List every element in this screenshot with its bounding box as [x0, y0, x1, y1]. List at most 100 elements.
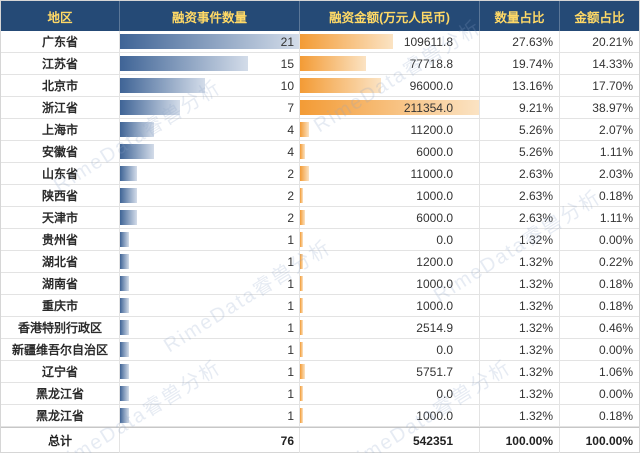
- table-row: 浙江省 7 211354.0 9.21% 38.97%: [1, 97, 639, 119]
- count-bar: [120, 100, 180, 115]
- count-value: 15: [280, 56, 294, 71]
- amount-bar: [300, 34, 393, 49]
- amount-pct-cell: 1.06%: [560, 361, 639, 382]
- count-cell: 1: [120, 339, 300, 360]
- region-cell: 重庆市: [1, 295, 120, 316]
- count-value: 4: [287, 144, 294, 159]
- amount-pct-value: 20.21%: [592, 34, 633, 49]
- count-pct-cell: 1.32%: [480, 295, 560, 316]
- count-pct-cell: 1.32%: [480, 361, 560, 382]
- region-cell: 香港特别行政区: [1, 317, 120, 338]
- amount-value: 211354.0: [403, 100, 453, 115]
- count-bar: [120, 408, 129, 423]
- count-pct-cell: 19.74%: [480, 53, 560, 74]
- amount-cell: 96000.0: [300, 75, 480, 96]
- amount-bar: [300, 56, 366, 71]
- count-bar: [120, 364, 129, 379]
- count-bar: [120, 78, 206, 93]
- count-pct-value: 1.32%: [518, 276, 553, 291]
- count-value: 2: [287, 166, 294, 181]
- count-cell: 1: [120, 229, 300, 250]
- amount-value: 1000.0: [416, 408, 453, 423]
- amount-value: 77718.8: [409, 56, 453, 71]
- count-cell: 1: [120, 405, 300, 426]
- amount-pct-value: 0.22%: [598, 254, 633, 269]
- amount-bar: [300, 232, 303, 247]
- amount-pct-cell: 0.22%: [560, 251, 639, 272]
- table-row: 湖南省 1 1000.0 1.32% 0.18%: [1, 273, 639, 295]
- amount-pct-cell: 0.00%: [560, 229, 639, 250]
- count-bar: [120, 320, 129, 335]
- amount-value: 1000.0: [416, 276, 453, 291]
- region-label: 安徽省: [41, 145, 78, 159]
- amount-cell: 1000.0: [300, 295, 480, 316]
- table-row: 香港特别行政区 1 2514.9 1.32% 0.46%: [1, 317, 639, 339]
- header-count-pct: 数量占比: [480, 1, 560, 31]
- count-pct-cell: 5.26%: [480, 141, 560, 162]
- table-row: 贵州省 1 0.0 1.32% 0.00%: [1, 229, 639, 251]
- amount-value: 6000.0: [416, 144, 453, 159]
- region-label: 北京市: [41, 79, 78, 93]
- amount-pct-cell: 1.11%: [560, 207, 639, 228]
- region-cell: 黑龙江省: [1, 383, 120, 404]
- count-bar: [120, 276, 129, 291]
- count-pct-value: 9.21%: [518, 100, 553, 115]
- amount-cell: 0.0: [300, 229, 480, 250]
- count-value: 1: [287, 254, 294, 269]
- table-row: 上海市 4 11200.0 5.26% 2.07%: [1, 119, 639, 141]
- table-row: 广东省 21 109611.8 27.63% 20.21%: [1, 31, 639, 53]
- amount-cell: 11200.0: [300, 119, 480, 140]
- amount-pct-value: 2.03%: [598, 166, 633, 181]
- amount-pct-cell: 17.70%: [560, 75, 639, 96]
- count-pct-cell: 2.63%: [480, 163, 560, 184]
- amount-value: 5751.7: [416, 364, 453, 379]
- amount-pct-cell: 20.21%: [560, 31, 639, 52]
- table-row: 重庆市 1 1000.0 1.32% 0.18%: [1, 295, 639, 317]
- count-value: 7: [287, 100, 294, 115]
- total-amount: 542351: [412, 433, 453, 448]
- region-label: 江苏省: [41, 57, 78, 71]
- table-row: 安徽省 4 6000.0 5.26% 1.11%: [1, 141, 639, 163]
- amount-pct-value: 1.11%: [599, 144, 633, 159]
- amount-value: 109611.8: [403, 34, 453, 49]
- count-bar: [120, 342, 129, 357]
- amount-pct-cell: 0.18%: [560, 405, 639, 426]
- count-pct-value: 27.63%: [512, 34, 553, 49]
- amount-bar: [300, 276, 303, 291]
- region-cell: 黑龙江省: [1, 405, 120, 426]
- amount-pct-value: 0.18%: [598, 276, 633, 291]
- table-row: 辽宁省 1 5751.7 1.32% 1.06%: [1, 361, 639, 383]
- table-header: 地区 融资事件数量 融资金额(万元人民币) 数量占比 金额占比: [1, 1, 639, 31]
- count-cell: 1: [120, 383, 300, 404]
- amount-pct-cell: 0.18%: [560, 273, 639, 294]
- amount-cell: 1000.0: [300, 273, 480, 294]
- count-bar: [120, 56, 248, 71]
- region-label: 陕西省: [41, 189, 78, 203]
- amount-pct-cell: 38.97%: [560, 97, 639, 118]
- header-amount: 融资金额(万元人民币): [300, 1, 480, 31]
- amount-cell: 0.0: [300, 339, 480, 360]
- region-label: 上海市: [41, 123, 78, 137]
- amount-bar: [300, 298, 303, 313]
- amount-pct-cell: 0.18%: [560, 185, 639, 206]
- total-amount-cell: 542351: [300, 428, 480, 453]
- count-bar: [120, 188, 138, 203]
- region-cell: 新疆维吾尔自治区: [1, 339, 120, 360]
- table-row: 湖北省 1 1200.0 1.32% 0.22%: [1, 251, 639, 273]
- count-pct-cell: 1.32%: [480, 317, 560, 338]
- amount-bar: [300, 342, 303, 357]
- amount-bar: [300, 386, 303, 401]
- count-cell: 4: [120, 141, 300, 162]
- count-pct-cell: 1.32%: [480, 339, 560, 360]
- region-cell: 广东省: [1, 31, 120, 52]
- total-count: 76: [280, 433, 294, 448]
- count-value: 21: [280, 34, 294, 49]
- region-label: 广东省: [41, 35, 78, 49]
- amount-value: 11000.0: [410, 166, 454, 181]
- count-bar: [120, 34, 299, 49]
- count-pct-cell: 1.32%: [480, 229, 560, 250]
- amount-bar: [300, 254, 303, 269]
- count-pct-cell: 1.32%: [480, 405, 560, 426]
- count-cell: 15: [120, 53, 300, 74]
